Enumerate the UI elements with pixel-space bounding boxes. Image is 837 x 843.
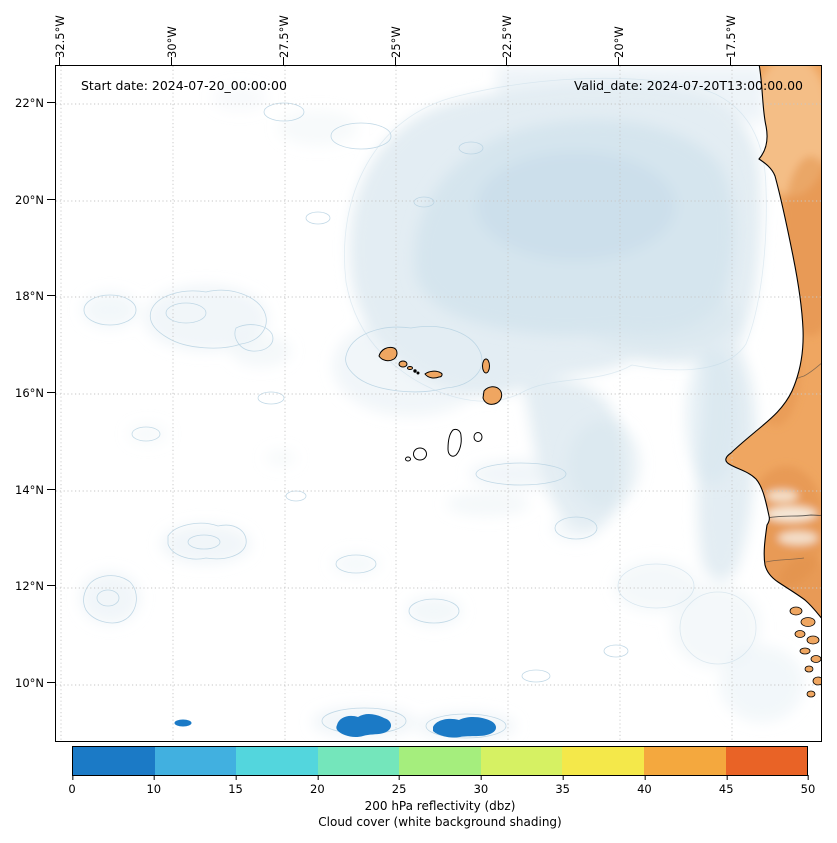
valid-date-label: Valid_date: 2024-07-20T13:00:00.00	[573, 78, 803, 93]
cloud-shading-core	[414, 119, 738, 508]
colorbar-subtitle: Cloud cover (white background shading)	[318, 815, 562, 829]
top-axis-tick	[283, 57, 285, 65]
colorbar-gradient	[72, 746, 808, 776]
colorbar-segment	[317, 747, 400, 775]
lat-tick-label: 16°N	[15, 386, 44, 400]
colorbar-title: 200 hPa reflectivity (dbz)	[364, 799, 516, 813]
colorbar-segment	[73, 747, 155, 775]
colorbar-tick-label: 0	[68, 775, 76, 796]
island-fogo	[413, 447, 427, 461]
island-santa-luzia	[407, 366, 413, 370]
gridlines	[56, 66, 821, 741]
colorbar-segment	[154, 747, 237, 775]
colorbar-tick-label: 50	[800, 775, 816, 796]
colorbar-tick-label: 10	[146, 775, 162, 796]
colorbar-tick-label: 45	[718, 775, 734, 796]
islet	[416, 371, 420, 375]
colorbar-segment	[236, 747, 318, 775]
top-axis-tick	[59, 57, 61, 65]
island-boa-vista	[482, 386, 503, 405]
left-axis-tick	[47, 392, 55, 394]
lon-tick-label: 22.5°W	[500, 15, 514, 58]
map-canvas	[56, 66, 821, 741]
top-axis-tick	[395, 57, 397, 65]
left-axis-tick	[47, 199, 55, 201]
colorbar: 0 10 15 20 25 30 35 40 45 50	[68, 746, 815, 798]
colorbar-segment	[725, 747, 808, 775]
lon-tick-label: 25°W	[389, 26, 403, 58]
lat-tick-label: 20°N	[15, 193, 44, 207]
lon-tick-label: 30°W	[165, 26, 179, 58]
colorbar-tick-label: 25	[391, 775, 407, 796]
left-axis-tick	[47, 585, 55, 587]
lon-tick-label: 20°W	[612, 26, 626, 58]
lon-tick-label: 27.5°W	[277, 15, 291, 58]
island-santiago	[447, 428, 462, 457]
islet	[413, 369, 417, 373]
colorbar-tick-label: 30	[473, 775, 489, 796]
top-axis-tick	[171, 57, 173, 65]
island-maio	[473, 432, 483, 442]
left-axis-tick	[47, 489, 55, 491]
lat-tick-label: 22°N	[15, 96, 44, 110]
lat-tick-label: 12°N	[15, 579, 44, 593]
bijagos-islands	[789, 606, 821, 698]
colorbar-segment	[562, 747, 644, 775]
colorbar-segment	[399, 747, 481, 775]
lat-tick-label: 10°N	[15, 676, 44, 690]
colorbar-tick-label: 35	[555, 775, 570, 796]
lat-tick-label: 18°N	[15, 289, 44, 303]
island-santo-antao	[378, 346, 398, 362]
left-axis-tick	[47, 102, 55, 104]
start-date-label: Start date: 2024-07-20_00:00:00	[81, 78, 287, 93]
island-sao-nicolau	[424, 370, 443, 379]
island-sal	[482, 358, 490, 374]
island-sao-vicente	[398, 360, 408, 368]
top-axis-tick	[506, 57, 508, 65]
map-plot-area: Start date: 2024-07-20_00:00:00 Valid_da…	[55, 65, 822, 742]
top-axis-tick	[618, 57, 620, 65]
reflectivity-patches	[174, 714, 497, 738]
colorbar-segment	[480, 747, 563, 775]
colorbar-tick-label: 40	[637, 775, 652, 796]
colorbar-tick-label: 20	[310, 775, 325, 796]
left-axis-tick	[47, 295, 55, 297]
island-brava	[405, 456, 411, 462]
top-axis-tick	[730, 57, 732, 65]
cape-verde-islands	[378, 346, 503, 462]
colorbar-tick-label: 15	[228, 775, 243, 796]
left-axis-tick	[47, 682, 55, 684]
lat-tick-label: 14°N	[15, 483, 44, 497]
lon-tick-label: 32.5°W	[53, 15, 67, 58]
lon-tick-label: 17.5°W	[724, 15, 738, 58]
colorbar-segment	[643, 747, 726, 775]
cloud-contour-lines	[83, 77, 767, 739]
